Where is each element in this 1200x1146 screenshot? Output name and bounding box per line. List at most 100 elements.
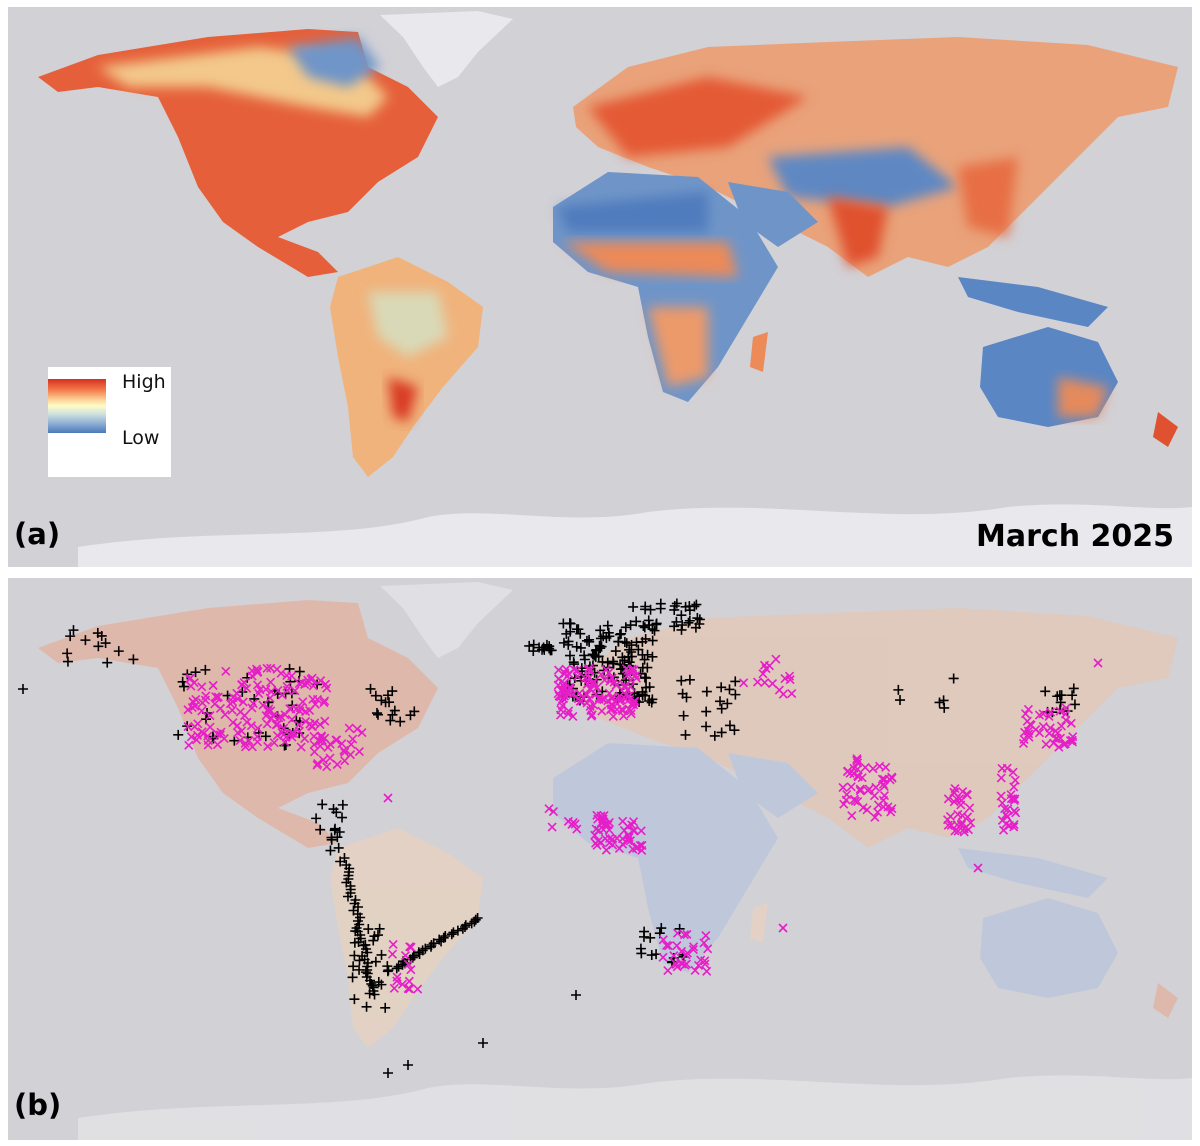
cross-marker [569, 665, 579, 675]
plus-marker [347, 972, 358, 983]
cross-marker [875, 761, 885, 771]
plus-marker [331, 807, 342, 818]
plus-marker [649, 625, 660, 636]
plus-marker [692, 613, 703, 624]
cross-marker [620, 681, 630, 691]
cross-marker [1009, 820, 1019, 830]
cross-marker [1061, 715, 1071, 725]
plus-marker [637, 686, 648, 697]
plus-marker [262, 697, 273, 708]
plus-marker [701, 706, 712, 717]
cross-marker [397, 979, 408, 989]
plus-marker [655, 598, 666, 609]
cross-marker [387, 949, 398, 959]
plus-marker [647, 651, 658, 662]
plus-marker [315, 824, 326, 835]
africa [553, 743, 778, 973]
cross-marker [1020, 709, 1031, 719]
plus-marker [724, 684, 735, 695]
plus-marker [544, 641, 555, 652]
cross-marker [1008, 767, 1018, 777]
cross-marker [212, 729, 222, 739]
plus-marker [440, 931, 451, 941]
cross-marker [955, 793, 965, 804]
greenland [380, 582, 513, 658]
plus-marker [582, 669, 593, 680]
cross-marker [1052, 733, 1062, 743]
cross-marker [672, 941, 682, 951]
cross-marker [221, 666, 231, 676]
cross-marker [580, 673, 590, 683]
cross-marker [847, 811, 857, 821]
cross-marker [348, 734, 358, 744]
plus-marker [452, 925, 463, 936]
cross-marker [296, 742, 306, 752]
plus-marker [643, 615, 654, 626]
plus-marker [380, 1002, 391, 1013]
cross-marker [623, 685, 633, 695]
plus-marker [354, 955, 365, 966]
plus-marker [393, 961, 404, 972]
cross-marker [1019, 734, 1029, 744]
cross-marker [325, 739, 335, 749]
cross-marker [352, 724, 362, 734]
plus-marker [619, 637, 630, 648]
cross-marker [864, 784, 874, 794]
cross-marker [190, 722, 200, 732]
cross-marker [953, 809, 963, 819]
plus-marker [374, 923, 385, 934]
cross-marker [403, 984, 413, 994]
cross-marker [235, 736, 245, 746]
cross-marker [879, 774, 889, 784]
plus-marker [656, 923, 667, 934]
australia [980, 898, 1118, 998]
cross-marker [301, 716, 311, 726]
cross-marker [294, 720, 304, 730]
plus-marker [669, 621, 680, 632]
cross-marker [197, 727, 207, 737]
cross-marker [263, 706, 273, 716]
cross-marker [963, 825, 974, 835]
plus-marker [425, 941, 436, 952]
plus-marker [681, 692, 692, 703]
cross-marker [618, 816, 628, 826]
plus-marker [597, 656, 608, 667]
cross-marker [873, 800, 884, 810]
cross-marker [585, 665, 595, 675]
cross-marker [583, 664, 593, 675]
plus-marker [360, 967, 371, 978]
cross-marker [320, 679, 331, 689]
madagascar [750, 903, 768, 943]
plus-marker [405, 710, 416, 721]
cross-marker [253, 723, 263, 733]
plus-marker [635, 943, 646, 954]
cross-marker [841, 795, 851, 805]
cross-marker [973, 863, 983, 873]
cross-marker [203, 740, 213, 750]
plus-marker [96, 630, 107, 641]
cross-marker [703, 944, 713, 954]
cross-marker [951, 794, 961, 804]
plus-marker [1040, 686, 1051, 697]
cross-marker [887, 804, 897, 814]
cross-marker [1024, 732, 1034, 742]
cross-marker [958, 786, 968, 797]
cross-marker [297, 677, 307, 688]
plus-marker [1067, 690, 1078, 701]
cross-marker [564, 706, 574, 716]
plus-marker [683, 617, 694, 628]
plus-marker [684, 674, 695, 685]
cross-marker [962, 812, 973, 822]
cross-marker [332, 759, 342, 770]
cross-marker [184, 674, 195, 684]
cross-marker [626, 709, 636, 719]
cross-marker [287, 714, 297, 724]
plus-marker [621, 638, 632, 649]
plus-marker [729, 725, 740, 736]
cross-marker [309, 740, 319, 750]
plus-marker [616, 628, 627, 639]
plus-marker [724, 720, 735, 731]
cross-marker [592, 840, 602, 850]
cross-marker [553, 665, 564, 675]
plus-marker [676, 675, 687, 686]
